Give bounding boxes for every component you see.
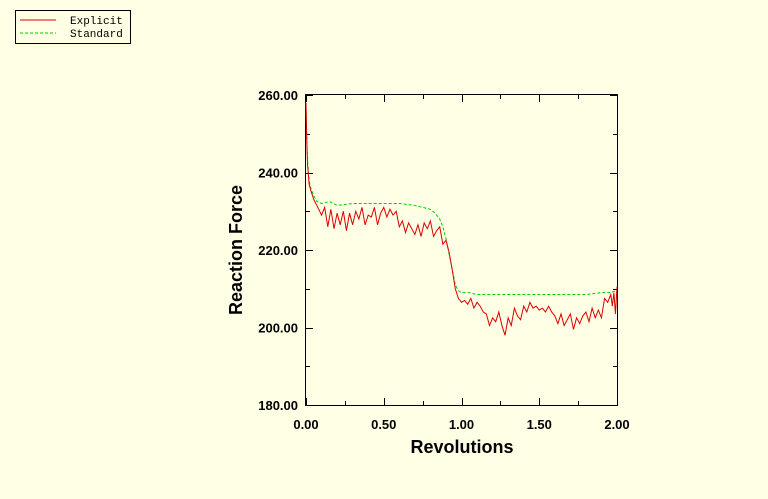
- legend: Explicit Standard: [15, 10, 131, 44]
- x-tick-label: 1.00: [449, 417, 474, 432]
- x-axis-tick-labels: 0.00 0.50 1.00 1.50 2.00: [293, 417, 629, 432]
- y-tick-label: 240.00: [258, 166, 298, 181]
- series-line-explicit: [305, 102, 618, 336]
- legend-standard-label: Standard: [70, 29, 123, 41]
- y-tick-label: 220.00: [258, 243, 298, 258]
- legend-explicit-label: Explicit: [70, 16, 123, 28]
- y-tick-label: 200.00: [258, 321, 298, 336]
- x-axis-title: Revolutions: [410, 437, 513, 457]
- series-layer: [305, 102, 618, 336]
- y-axis-title: Reaction Force: [226, 185, 246, 315]
- y-tick-label: 180.00: [258, 398, 298, 413]
- legend-box: [15, 10, 131, 44]
- x-tick-label: 0.50: [371, 417, 396, 432]
- series-line-standard: [305, 106, 618, 296]
- x-tick-label: 1.50: [527, 417, 552, 432]
- x-tick-label: 2.00: [604, 417, 629, 432]
- y-axis-tick-labels: 180.00 200.00 220.00 240.00 260.00: [258, 88, 298, 413]
- y-axis-ticks: [306, 95, 617, 406]
- plot-area-frame: [305, 94, 618, 406]
- x-axis-ticks: [306, 95, 618, 405]
- y-tick-label: 260.00: [258, 88, 298, 103]
- x-tick-label: 0.00: [293, 417, 318, 432]
